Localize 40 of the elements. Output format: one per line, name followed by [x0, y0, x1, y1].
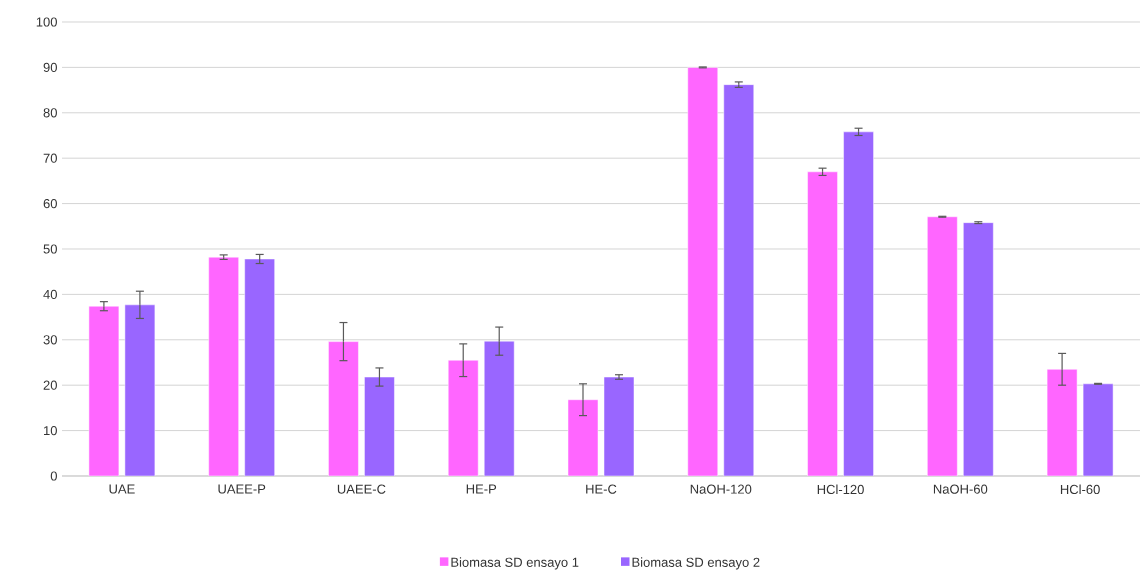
y-tick-label: 100 [36, 17, 57, 27]
x-tick-label: HCl-120 [817, 484, 864, 495]
bar [807, 171, 838, 476]
bar [208, 256, 239, 476]
y-tick-label: 90 [43, 62, 57, 72]
bar [483, 340, 515, 476]
y-tick-label: 20 [43, 380, 57, 390]
bar [963, 222, 994, 476]
bar [88, 305, 120, 476]
y-tick-label: 80 [43, 108, 57, 118]
y-tick-label: 70 [43, 153, 57, 163]
bar [1082, 383, 1114, 476]
x-tick-label: UAEE-C [337, 484, 386, 494]
bar [447, 359, 479, 476]
bar [1046, 369, 1078, 476]
bar [567, 399, 599, 476]
bar [244, 258, 275, 476]
legend-label: Biomasa SD ensayo 1 [451, 557, 579, 570]
y-tick-label: 50 [43, 244, 57, 254]
bar [927, 216, 958, 476]
bar [843, 131, 874, 476]
x-tick-label: HE-C [586, 484, 617, 494]
x-tick-label: NaOH-120 [690, 484, 752, 494]
bar [328, 341, 359, 476]
y-tick-label: 30 [43, 335, 57, 345]
x-tick-label: HE-P [466, 484, 497, 494]
x-tick-label: UAEE-P [218, 484, 266, 494]
y-tick-label: 60 [43, 198, 57, 209]
bar [723, 84, 755, 476]
legend-label: Biomasa SD ensayo 2 [632, 557, 760, 570]
bar [687, 67, 719, 476]
bar [124, 304, 156, 476]
bar [364, 376, 395, 476]
y-tick-label: 0 [50, 471, 57, 481]
x-tick-label: UAE [109, 484, 135, 494]
x-tick-label: NaOH-60 [933, 484, 988, 494]
bar [603, 376, 635, 476]
x-tick-label: HCl-60 [1060, 484, 1100, 495]
y-tick-label: 40 [43, 289, 57, 299]
y-tick-label: 10 [44, 425, 57, 436]
